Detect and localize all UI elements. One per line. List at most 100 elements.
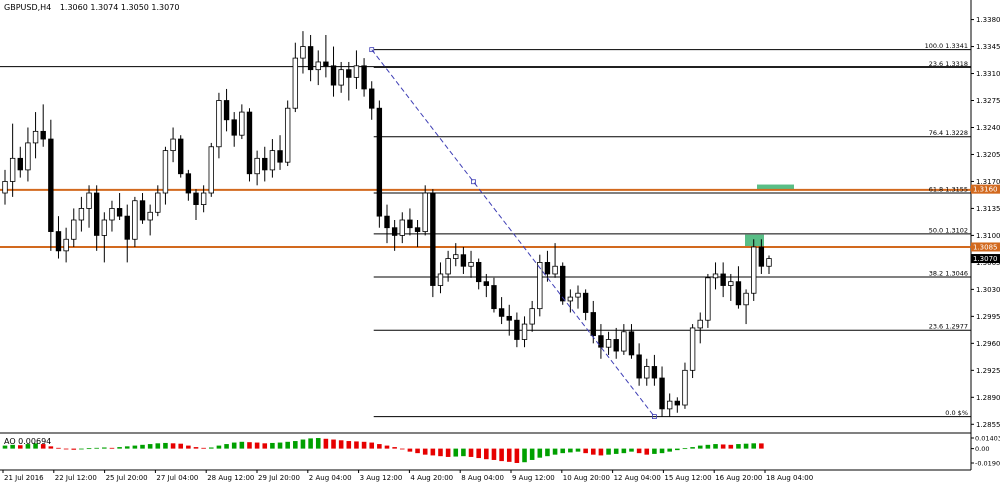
candle-body: [728, 281, 734, 286]
candle-body: [575, 292, 581, 298]
candle: [32, 112, 39, 159]
ao-bar: [124, 446, 130, 449]
candle-body: [116, 208, 123, 217]
ao-bar: [186, 445, 191, 449]
ao-bar: [461, 448, 466, 457]
ao-bar: [178, 443, 184, 449]
candle: [9, 123, 16, 197]
candle-body: [621, 331, 627, 352]
chart-header: GBPUSD,H4 1.3060 1.3074 1.3050 1.3070: [4, 3, 179, 12]
ao-bar: [33, 443, 38, 449]
candle-body: [193, 192, 199, 205]
candle: [735, 266, 742, 309]
ao-bar: [262, 443, 268, 449]
candle-body: [262, 157, 268, 171]
candle-body: [63, 238, 69, 252]
candle-body: [17, 157, 23, 171]
candle: [323, 34, 329, 78]
candle-body: [414, 227, 421, 232]
ao-bar: [705, 444, 711, 449]
candle-body: [491, 285, 497, 310]
y-tick-label: 1.3240: [976, 124, 1000, 132]
price-tag: [971, 242, 1000, 252]
ao-bar: [697, 445, 703, 449]
demand-zone: [745, 234, 764, 247]
candle: [460, 246, 467, 274]
y-tick-label: 1.3205: [976, 151, 1000, 159]
y-tick-label: 1.2890: [976, 394, 1000, 402]
ao-bar: [323, 438, 329, 449]
ao-bar: [537, 448, 543, 458]
candle: [239, 104, 245, 140]
candle-body: [598, 335, 604, 348]
candle-body: [720, 273, 726, 286]
fib-level-label: 76.4 1.3228: [929, 129, 968, 137]
candle: [48, 119, 54, 251]
candle: [300, 31, 306, 74]
ao-bar: [247, 442, 252, 449]
candle: [468, 250, 474, 278]
fib-level-label: 100.0 1.3341: [925, 42, 968, 50]
candle-body: [277, 150, 283, 163]
ao-bar: [659, 448, 665, 454]
ao-bar: [743, 443, 749, 449]
candle: [521, 316, 528, 348]
candle: [338, 61, 344, 93]
ao-bar: [308, 438, 313, 449]
candle-body: [674, 400, 681, 406]
candle: [277, 135, 283, 170]
x-tick-label: 15 Aug 12:00: [664, 474, 711, 482]
candle-body: [552, 265, 558, 275]
candle-body: [651, 366, 658, 379]
candle-body: [537, 261, 543, 310]
candle: [598, 324, 604, 359]
candle: [63, 227, 69, 263]
candle-body: [560, 265, 566, 302]
ao-bar: [484, 448, 489, 460]
x-tick-label: 25 Jul 20:00: [106, 474, 148, 482]
candle: [170, 127, 176, 163]
x-tick-label: 4 Aug 20:00: [410, 474, 453, 482]
candle-body: [330, 65, 337, 86]
candle: [86, 185, 92, 228]
candle-body: [40, 130, 46, 140]
candle: [101, 212, 108, 263]
candle-body: [231, 119, 237, 136]
y-tick-label: 1.3100: [976, 232, 1000, 240]
ao-label: AO 0.00694: [4, 437, 52, 446]
ao-bar: [468, 448, 474, 457]
candle: [544, 250, 551, 282]
price-tag: [971, 254, 1000, 264]
candle: [78, 196, 85, 232]
candle-body: [25, 142, 31, 171]
ao-bar: [399, 448, 405, 450]
trend-line: [371, 49, 655, 417]
candle: [422, 185, 428, 236]
ao-bar: [621, 448, 627, 454]
fib-level-label: 61.8 1.3155: [929, 186, 968, 194]
candle-body: [735, 281, 742, 306]
candle: [384, 204, 390, 244]
ao-bar: [476, 448, 481, 459]
ao-bar: [590, 448, 596, 455]
ao-bar: [163, 442, 168, 449]
candle-body: [162, 150, 169, 194]
ao-bar: [675, 448, 680, 451]
candle: [743, 289, 749, 325]
candle-body: [521, 323, 528, 340]
ao-bar: [140, 444, 145, 449]
trend-anchor: [471, 179, 476, 185]
ao-tick-label: 0.01403: [975, 435, 1000, 443]
ao-bar: [522, 448, 527, 463]
ao-bar: [682, 448, 688, 450]
candle-body: [93, 192, 100, 236]
candle-body: [208, 146, 214, 194]
candle-body: [475, 261, 482, 283]
candle-body: [582, 292, 589, 313]
ao-bar: [369, 442, 375, 449]
ao-bar: [300, 439, 306, 449]
ao-bar: [208, 447, 214, 449]
ao-bar: [415, 448, 420, 454]
